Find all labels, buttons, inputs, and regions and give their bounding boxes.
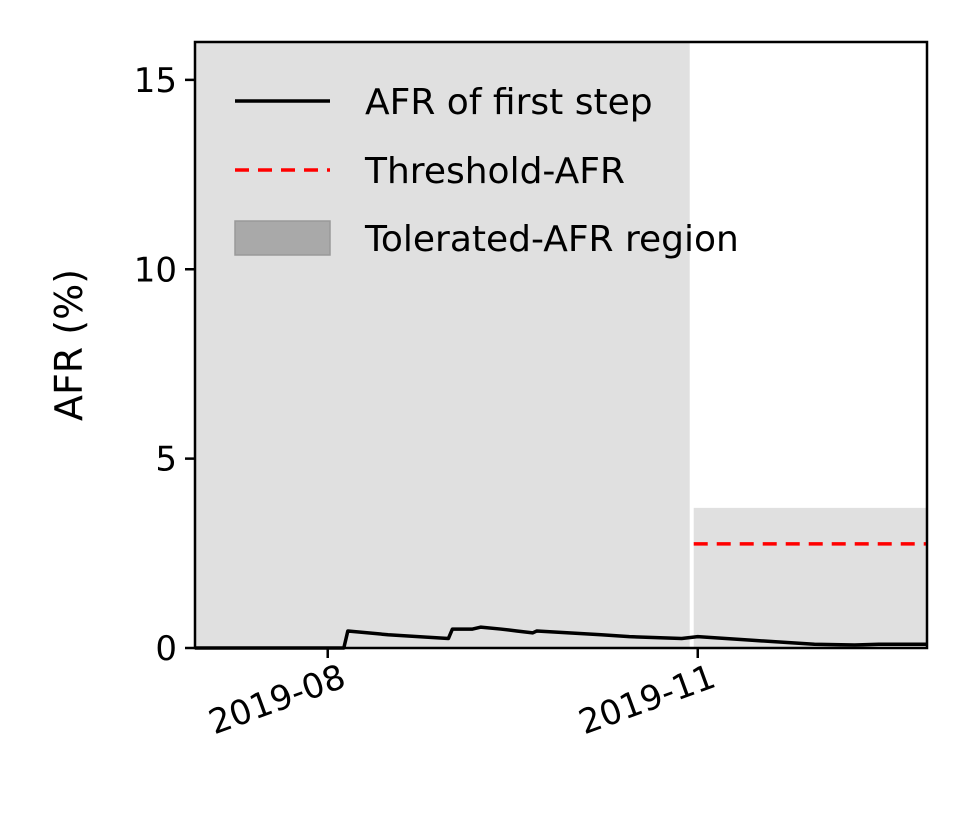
x-tick-label: 2019-08	[204, 657, 351, 743]
legend-label: Tolerated-AFR region	[364, 219, 739, 260]
legend: AFR of first step Threshold-AFR Tolerated-…	[234, 82, 739, 260]
y-axis-label: AFR (%)	[47, 269, 91, 421]
series-group	[195, 625, 927, 650]
legend-label: AFR of first step	[365, 82, 653, 123]
tolerated-regions	[195, 42, 927, 648]
legend-label: Threshold-AFR	[364, 151, 625, 192]
y-axis-ticks: 0 5 10 15	[134, 61, 195, 669]
legend-handle-patch	[234, 220, 331, 256]
tolerated-region-1	[195, 42, 690, 648]
y-tick-label: 10	[134, 250, 177, 290]
y-tick-label: 15	[134, 61, 177, 101]
tolerated-region-2	[693, 507, 927, 648]
x-tick-label: 2019-11	[574, 657, 721, 743]
y-tick-label: 5	[155, 440, 177, 480]
series-line-1	[195, 625, 927, 650]
y-tick-label: 0	[155, 629, 177, 669]
plot-frame	[193, 40, 929, 650]
x-axis-ticks: 2019-08 2019-11	[204, 648, 721, 743]
